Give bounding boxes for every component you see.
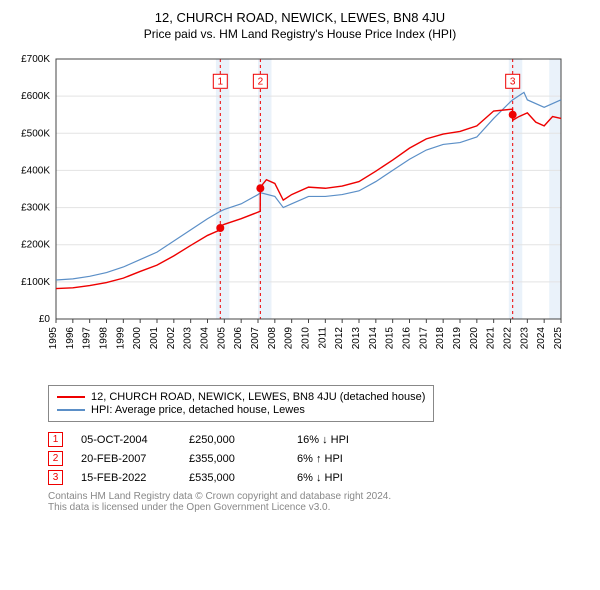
svg-text:2011: 2011 [317,327,328,349]
svg-text:2013: 2013 [351,327,362,350]
svg-text:2020: 2020 [469,327,480,350]
legend-entry: HPI: Average price, detached house, Lewe… [57,404,425,416]
event-marker: 1 [48,432,63,447]
event-table: 1 05-OCT-2004 £250,000 16% ↓ HPI 2 20-FEB-200… [48,432,592,485]
svg-text:2021: 2021 [486,327,497,350]
legend: 12, CHURCH ROAD, NEWICK, LEWES, BN8 4JU … [48,385,434,422]
svg-text:£200K: £200K [21,240,50,251]
svg-text:£700K: £700K [21,54,50,65]
svg-text:2005: 2005 [216,327,227,350]
svg-text:2004: 2004 [200,327,211,350]
svg-text:2025: 2025 [553,327,564,350]
event-marker: 2 [48,451,63,466]
svg-text:1: 1 [218,76,224,87]
legend-entry: 12, CHURCH ROAD, NEWICK, LEWES, BN8 4JU … [57,391,425,403]
footer-text: Contains HM Land Registry data © Crown c… [48,491,592,513]
legend-swatch [57,396,85,398]
svg-text:2017: 2017 [418,327,429,350]
event-date: 15-FEB-2022 [81,472,171,484]
svg-text:1995: 1995 [48,327,59,350]
svg-text:2010: 2010 [301,327,312,350]
event-row: 2 20-FEB-2007 £355,000 6% ↑ HPI [48,451,592,466]
legend-label: HPI: Average price, detached house, Lewe… [91,404,305,416]
chart-subtitle: Price paid vs. HM Land Registry's House … [8,27,592,41]
event-price: £535,000 [189,472,279,484]
event-price: £250,000 [189,434,279,446]
svg-text:£300K: £300K [21,203,50,214]
event-date: 20-FEB-2007 [81,453,171,465]
svg-text:£600K: £600K [21,91,50,102]
event-row: 1 05-OCT-2004 £250,000 16% ↓ HPI [48,432,592,447]
footer-line1: Contains HM Land Registry data © Crown c… [48,491,592,502]
event-row: 3 15-FEB-2022 £535,000 6% ↓ HPI [48,470,592,485]
footer-line2: This data is licensed under the Open Gov… [48,502,592,513]
event-price: £355,000 [189,453,279,465]
svg-text:2009: 2009 [284,327,295,350]
svg-text:2019: 2019 [452,327,463,350]
event-delta: 16% ↓ HPI [297,434,387,446]
svg-text:2001: 2001 [149,327,160,350]
svg-text:1998: 1998 [99,327,110,350]
line-chart: £0 £100K £200K £300K £400K £500K £600K £700K 199… [8,49,568,379]
svg-text:2016: 2016 [402,327,413,350]
svg-text:2022: 2022 [503,327,514,350]
event-marker: 3 [48,470,63,485]
svg-text:2002: 2002 [166,327,177,350]
svg-text:2007: 2007 [250,327,261,350]
svg-text:2023: 2023 [519,327,530,350]
event-date: 05-OCT-2004 [81,434,171,446]
svg-text:1996: 1996 [65,327,76,350]
svg-text:2006: 2006 [233,327,244,350]
event-delta: 6% ↓ HPI [297,472,387,484]
svg-text:2003: 2003 [183,327,194,350]
svg-text:2008: 2008 [267,327,278,350]
svg-text:£100K: £100K [21,277,50,288]
svg-text:2000: 2000 [132,327,143,350]
svg-text:2015: 2015 [385,327,396,350]
legend-swatch [57,409,85,411]
svg-text:2024: 2024 [536,327,547,350]
legend-label: 12, CHURCH ROAD, NEWICK, LEWES, BN8 4JU … [91,391,425,403]
chart-container: £0 £100K £200K £300K £400K £500K £600K £700K 199… [8,49,592,379]
svg-text:2014: 2014 [368,327,379,350]
svg-text:£500K: £500K [21,128,50,139]
svg-text:2018: 2018 [435,327,446,350]
svg-text:3: 3 [510,76,516,87]
svg-text:2012: 2012 [334,327,345,350]
event-delta: 6% ↑ HPI [297,453,387,465]
chart-title: 12, CHURCH ROAD, NEWICK, LEWES, BN8 4JU [8,10,592,25]
svg-text:2: 2 [258,76,264,87]
svg-text:1997: 1997 [82,327,93,350]
svg-text:£0: £0 [39,314,51,325]
svg-text:£400K: £400K [21,165,50,176]
svg-text:1999: 1999 [115,327,126,350]
